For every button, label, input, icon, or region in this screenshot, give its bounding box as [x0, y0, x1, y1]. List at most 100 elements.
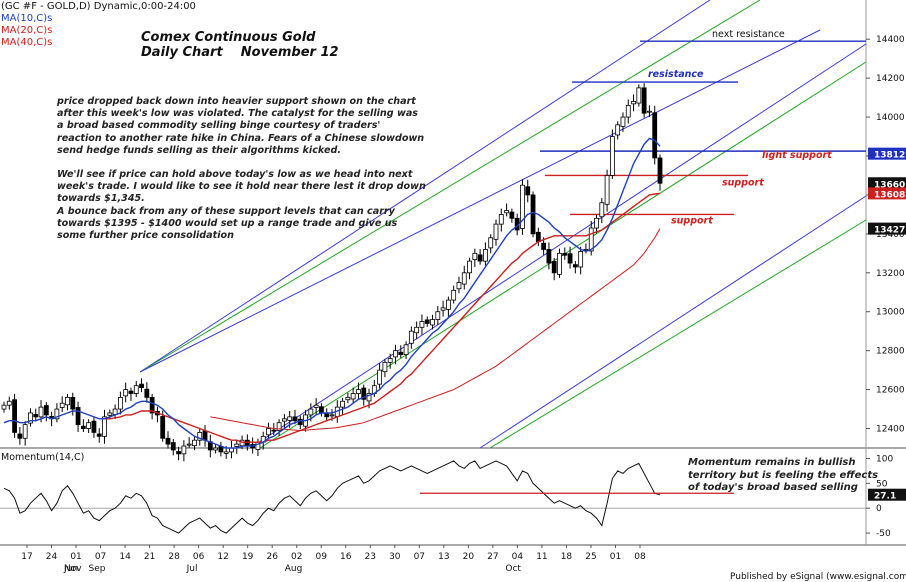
- price-tick-label-5: 13400: [876, 230, 905, 240]
- x-month-label-5: Nov: [64, 564, 82, 574]
- price-tick-label-0: 12400: [876, 425, 905, 435]
- x-day-label-13: 16: [340, 552, 352, 562]
- candle-body-10: [54, 408, 60, 420]
- x-day-label-10: 26: [266, 552, 278, 562]
- candle-body-81: [430, 319, 435, 326]
- momentum-line: [3, 460, 661, 534]
- price-box-label-1: 13660: [874, 180, 905, 190]
- ma40-header: MA(40,C)s: [1, 37, 53, 48]
- candle-body-28: [149, 396, 155, 414]
- candle-body-114: [604, 175, 610, 205]
- price-tick-label-10: 14400: [876, 35, 905, 45]
- candle-body-100: [530, 194, 536, 235]
- chart-title-line1: Comex Continuous Gold: [141, 30, 316, 45]
- x-month-label-1: Jul: [186, 564, 198, 574]
- price-tick-label-3: 13000: [876, 308, 905, 318]
- trend-channel-line-5: [479, 195, 867, 449]
- trend-channel-line-3: [249, 43, 867, 449]
- candle-body-38: [202, 430, 208, 441]
- x-day-label-22: 18: [561, 552, 573, 562]
- price-box-label-2: 13608: [874, 190, 905, 200]
- candle-body-12: [65, 396, 70, 406]
- candle-body-77: [408, 330, 414, 344]
- momentum-tick-label-3: 100: [876, 454, 893, 464]
- candle-body-99: [525, 186, 531, 196]
- candle-body-111: [588, 227, 594, 252]
- candle-body-120: [636, 87, 642, 104]
- candle-body-36: [192, 439, 197, 447]
- candle-body-62: [329, 414, 335, 417]
- candle-body-92: [488, 237, 494, 249]
- momentum-value-label: 27.1: [874, 492, 896, 502]
- candle-body-24: [128, 390, 134, 394]
- momentum-title: Momentum(14,C): [1, 452, 84, 463]
- x-day-label-20: 04: [512, 552, 524, 562]
- candle-body-96: [509, 211, 515, 219]
- momentum-tick-label-2: 50: [876, 479, 888, 489]
- candle-body-83: [440, 307, 446, 311]
- candle-body-27: [144, 388, 150, 398]
- candle-body-35: [186, 443, 192, 446]
- x-day-label-3: 07: [95, 552, 106, 562]
- candle-body-116: [615, 124, 621, 136]
- candle-body-78: [414, 326, 420, 334]
- candle-body-108: [572, 264, 578, 268]
- price-box-label-0: 13812: [874, 151, 905, 161]
- candle-body-91: [483, 249, 488, 262]
- candle-body-0: [1, 404, 7, 410]
- symbol-header: (GC #F - GOLD,D) Dynamic,0:00-24:00: [1, 1, 196, 12]
- candle-body-18: [96, 433, 102, 437]
- candle-body-7: [38, 406, 44, 418]
- candle-body-34: [181, 445, 187, 455]
- momentum-note: Momentum remains in bullish territory bu…: [688, 457, 879, 494]
- momentum-tick-label-1: 0: [876, 504, 882, 514]
- candle-body-87: [461, 272, 467, 285]
- candle-body-54: [287, 416, 293, 421]
- candle-body-118: [625, 104, 631, 118]
- chart-title-line2: Daily Chart November 12: [141, 45, 339, 60]
- trend-channel-line-6: [489, 219, 867, 449]
- candle-body-98: [520, 184, 525, 229]
- ma10-header: MA(10,C)s: [1, 13, 53, 24]
- candle-body-25: [133, 385, 139, 394]
- candle-body-55: [292, 416, 298, 422]
- candle-body-101: [535, 231, 541, 243]
- candle-body-52: [276, 422, 282, 431]
- x-day-label-19: 27: [487, 552, 498, 562]
- candle-body-123: [652, 112, 658, 159]
- x-month-label-4: Oct: [505, 564, 521, 574]
- commentary-text: price dropped back down into heavier sup…: [57, 96, 427, 254]
- commentary-paragraph-3: A bounce back from any of these support …: [57, 205, 398, 242]
- candle-body-93: [493, 223, 499, 240]
- x-day-label-17: 13: [438, 552, 449, 562]
- x-day-label-9: 19: [242, 552, 254, 562]
- x-day-label-0: 17: [21, 552, 32, 562]
- ma20-line: [104, 192, 661, 443]
- candle-body-67: [356, 389, 361, 394]
- annotation-light-support: light support: [762, 150, 832, 161]
- candle-body-80: [424, 319, 430, 324]
- candle-body-72: [382, 361, 388, 373]
- candle-body-40: [213, 447, 219, 451]
- momentum-value-box: [868, 488, 906, 501]
- candle-body-66: [350, 393, 356, 400]
- candle-body-69: [366, 393, 372, 402]
- x-day-label-1: 24: [46, 552, 58, 562]
- candle-body-53: [281, 418, 287, 422]
- candle-body-71: [377, 369, 383, 385]
- footer-credit: Published by eSignal (www.esignal.com): [730, 572, 906, 582]
- candle-body-119: [631, 101, 636, 105]
- x-day-label-18: 20: [463, 552, 475, 562]
- candle-body-73: [387, 358, 393, 363]
- candle-body-106: [562, 252, 568, 256]
- candle-body-121: [641, 87, 647, 114]
- x-day-label-11: 02: [291, 552, 302, 562]
- candle-body-107: [567, 253, 573, 264]
- candle-body-85: [451, 289, 457, 301]
- candle-body-89: [472, 252, 478, 260]
- candle-body-112: [594, 217, 599, 229]
- candle-body-68: [361, 387, 367, 400]
- candle-body-88: [467, 260, 472, 274]
- candle-body-30: [160, 416, 166, 439]
